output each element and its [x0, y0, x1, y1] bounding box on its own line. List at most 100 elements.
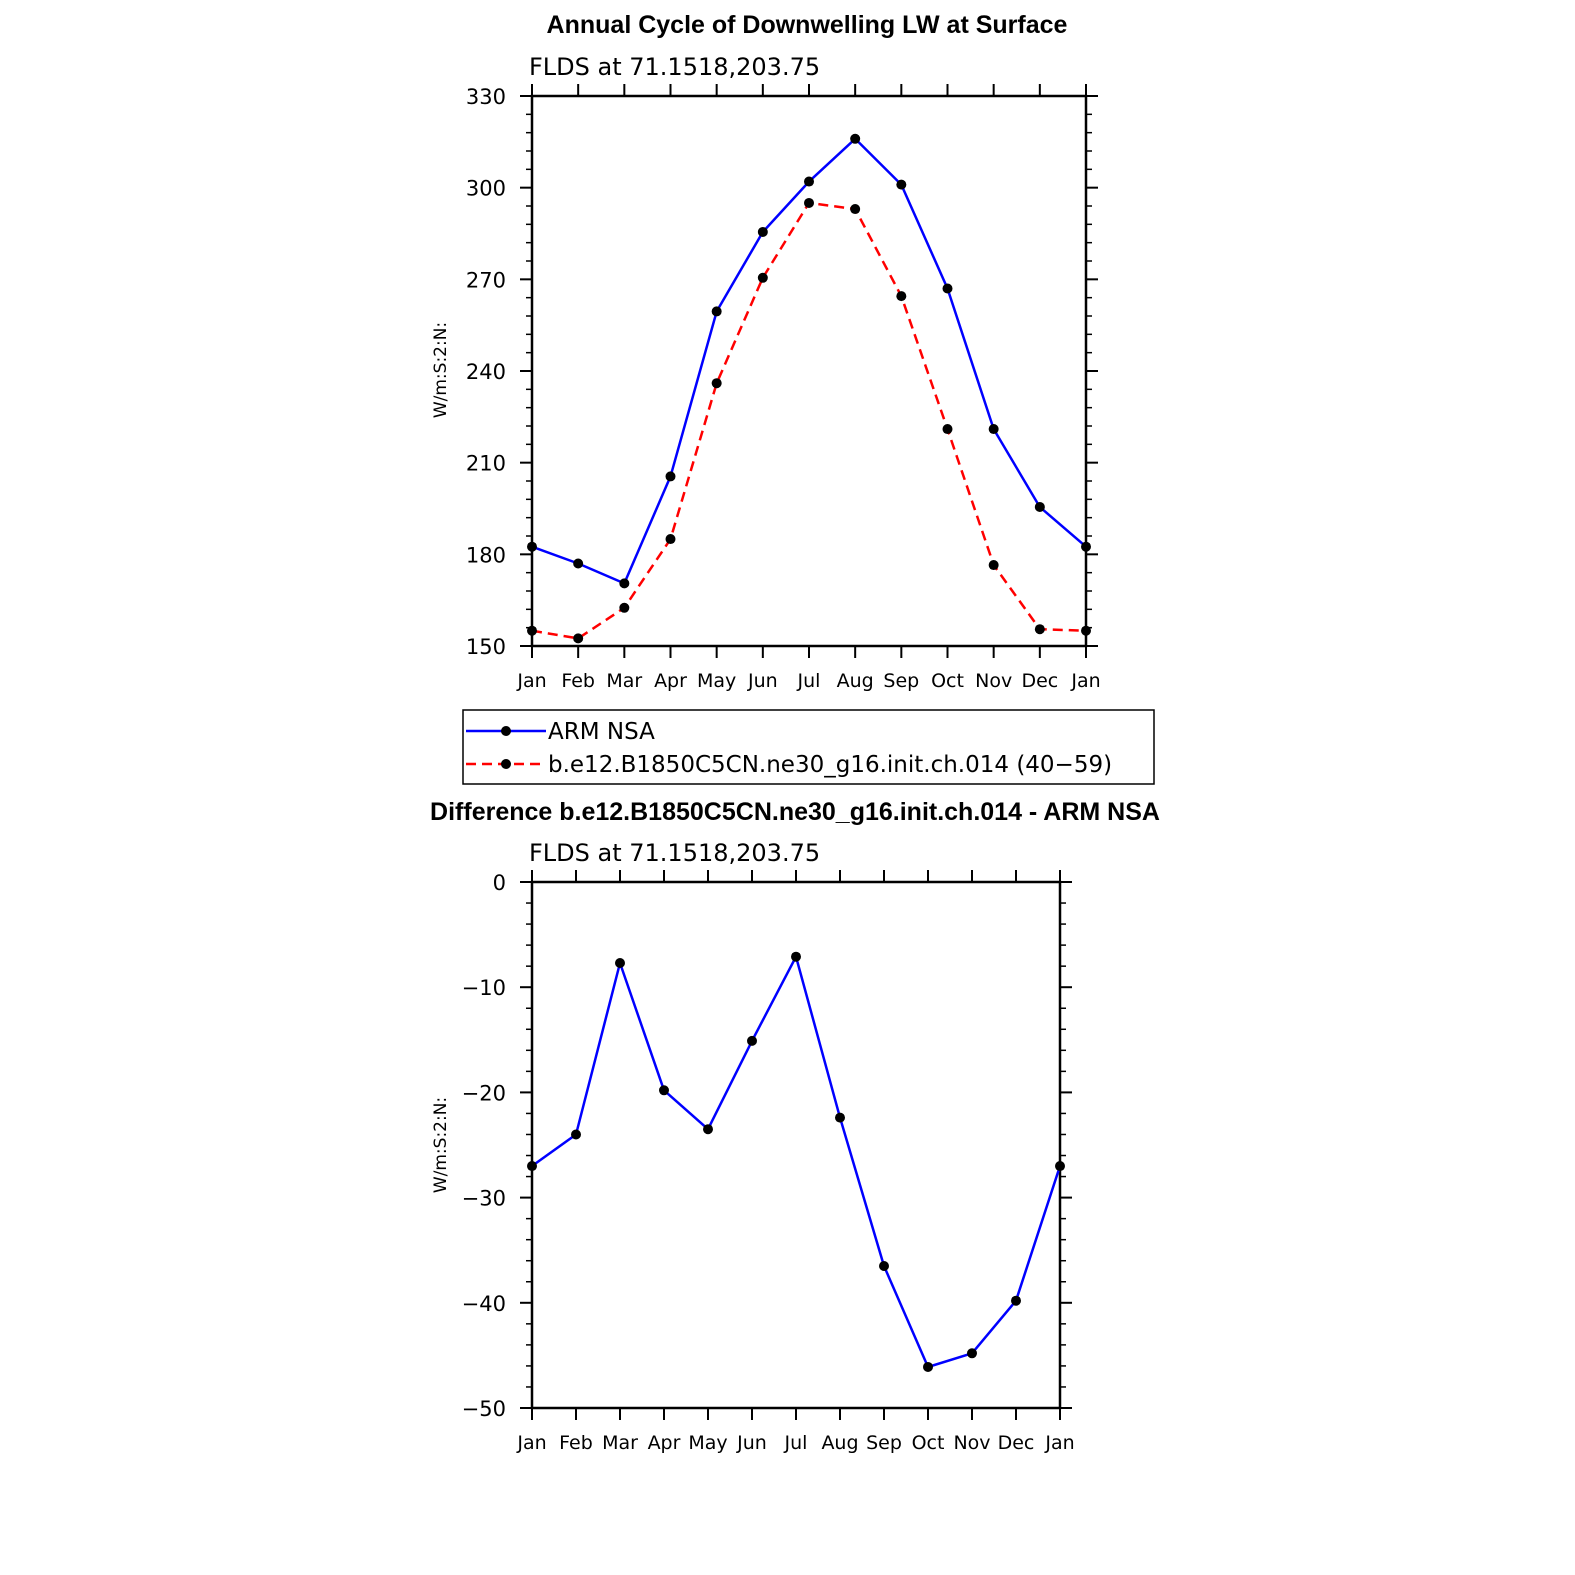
data-point [619, 602, 630, 613]
data-point [747, 1035, 757, 1046]
data-point [804, 197, 814, 208]
x-tick-label: Oct [931, 670, 964, 692]
data-point [665, 471, 676, 482]
y-tick-label: −10 [462, 976, 506, 1000]
data-point [942, 283, 953, 294]
chart-subtitle: FLDS at 71.1518,203.75 [529, 839, 820, 867]
legend-box [462, 709, 1155, 785]
x-tick-label: Jan [1044, 1432, 1074, 1454]
data-point [573, 558, 584, 569]
series-line [531, 201, 1087, 640]
x-tick-label: Jun [747, 670, 778, 692]
legend: ARM NSA b.e12.B1850C5CN.ne30_g16.init.ch… [462, 709, 1155, 785]
data-point [967, 1348, 977, 1359]
data-point [711, 378, 722, 389]
legend-label-model: b.e12.B1850C5CN.ne30_g16.init.ch.014 (40… [548, 752, 1112, 778]
data-point [896, 291, 907, 302]
y-tick-label: 180 [466, 543, 506, 567]
y-tick-label: 300 [466, 177, 506, 201]
data-point [619, 578, 630, 589]
y-tick-label: 270 [466, 268, 506, 292]
x-tick-label: Dec [1021, 670, 1058, 692]
x-tick-label: Jul [784, 1432, 808, 1454]
data-point [835, 1112, 845, 1123]
series-lines [531, 955, 1062, 1369]
data-point [573, 633, 584, 644]
series-lines [531, 137, 1087, 640]
x-tick-label: Oct [912, 1432, 945, 1454]
axis-ticks [520, 84, 1098, 658]
data-point [879, 1260, 889, 1271]
data-point [850, 204, 861, 215]
data-point [757, 272, 768, 283]
data-point [615, 958, 625, 969]
axis-ticks [520, 870, 1072, 1420]
data-point [1081, 541, 1091, 552]
data-point [571, 1129, 581, 1140]
data-point [527, 541, 537, 552]
y-axis-label: W/m:S:2:N: [431, 1097, 451, 1193]
x-tick-label: Jan [516, 1432, 546, 1454]
x-tick-label: Nov [975, 670, 1012, 692]
series-markers [527, 133, 1091, 644]
y-tick-label: −30 [462, 1187, 506, 1211]
data-point [711, 306, 722, 317]
x-tick-label: Jan [516, 670, 546, 692]
legend-label-arm-nsa: ARM NSA [548, 719, 655, 745]
tick-labels: Jan Feb Mar Apr May Jun Jul Aug Sep Oct Nov Dec Jan 1… [466, 85, 1101, 692]
data-point [791, 951, 801, 962]
data-point [850, 133, 861, 144]
data-point [942, 424, 953, 435]
x-tick-label: Dec [998, 1432, 1035, 1454]
chart-title: Difference b.e12.B1850C5CN.ne30_g16.init… [430, 798, 1160, 826]
x-tick-label: Mar [606, 670, 642, 692]
data-point [659, 1085, 669, 1096]
data-point [527, 1161, 537, 1172]
legend-marker-arm-nsa [501, 726, 511, 736]
y-tick-label: 0 [493, 871, 506, 895]
y-tick-label: 150 [466, 635, 506, 659]
series-line [531, 955, 1062, 1369]
x-tick-label: May [688, 1432, 727, 1454]
annual-cycle-chart: Annual Cycle of Downwelling LW at Surfac… [431, 11, 1155, 785]
data-point [1081, 625, 1091, 636]
y-tick-label: −20 [462, 1081, 506, 1105]
data-point [665, 534, 676, 545]
chart-title: Annual Cycle of Downwelling LW at Surfac… [547, 11, 1068, 39]
x-tick-label: Aug [837, 670, 874, 692]
x-tick-label: Sep [866, 1432, 902, 1454]
x-tick-label: Aug [821, 1432, 858, 1454]
data-point [923, 1361, 933, 1372]
x-tick-label: Nov [953, 1432, 990, 1454]
data-point [527, 625, 537, 636]
y-tick-label: 210 [466, 452, 506, 476]
x-tick-label: Jun [736, 1432, 767, 1454]
difference-chart: Difference b.e12.B1850C5CN.ne30_g16.init… [430, 798, 1160, 1454]
data-point [1055, 1161, 1065, 1172]
x-tick-label: Apr [648, 1432, 681, 1454]
y-tick-label: 330 [466, 85, 506, 109]
x-tick-label: May [697, 670, 736, 692]
chart-subtitle: FLDS at 71.1518,203.75 [529, 53, 820, 81]
data-point [988, 560, 999, 571]
y-tick-label: 240 [466, 360, 506, 384]
series-markers [527, 951, 1065, 1372]
legend-marker-model [501, 759, 511, 769]
data-point [1034, 624, 1045, 635]
x-tick-label: Jul [797, 670, 821, 692]
data-point [1011, 1295, 1021, 1306]
data-point [1034, 501, 1045, 512]
x-tick-label: Feb [559, 1432, 593, 1454]
y-axis-label: W/m:S:2:N: [431, 322, 451, 418]
x-tick-label: Apr [654, 670, 687, 692]
data-point [757, 226, 768, 237]
data-point [703, 1124, 713, 1135]
y-tick-label: −50 [462, 1397, 506, 1421]
x-tick-label: Feb [561, 670, 595, 692]
data-point [804, 176, 814, 187]
x-tick-label: Jan [1070, 670, 1100, 692]
data-point [988, 424, 999, 435]
x-tick-label: Mar [602, 1432, 638, 1454]
x-tick-label: Sep [883, 670, 919, 692]
